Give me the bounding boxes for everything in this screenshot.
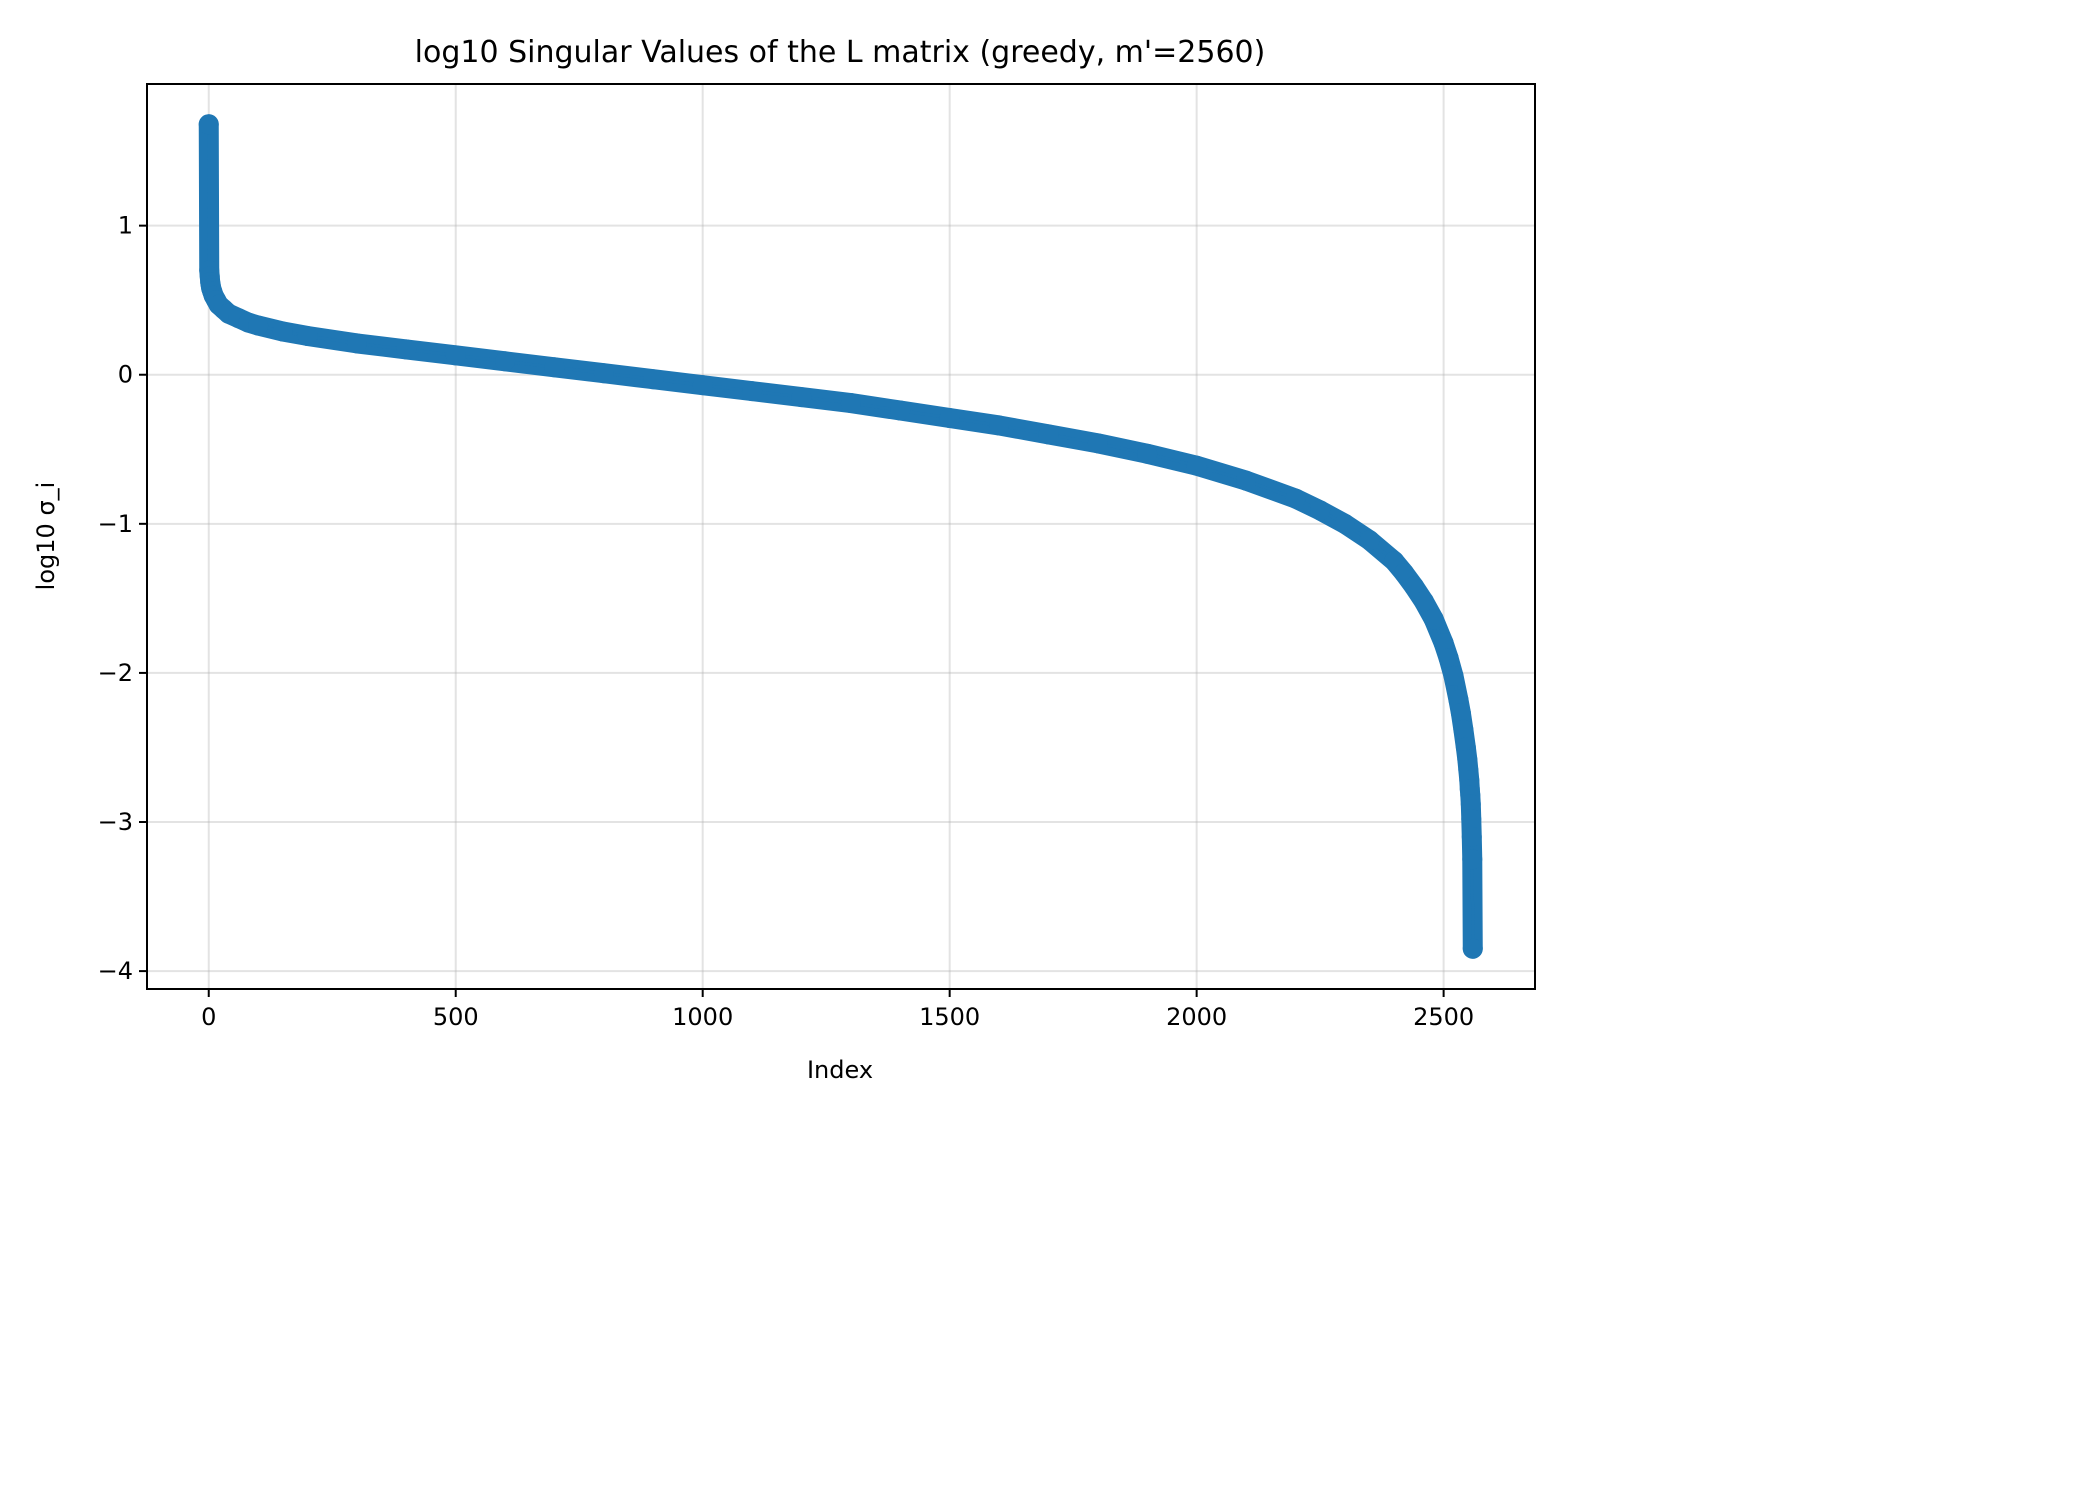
data-point [1137, 443, 1158, 464]
x-tick-label: 1000 [672, 1003, 733, 1031]
plot-area-frame [146, 83, 1536, 990]
x-tick-label: 500 [433, 1003, 479, 1031]
data-point [1236, 470, 1257, 491]
data-point [544, 357, 565, 378]
y-tick-label: 0 [118, 361, 133, 389]
data-point [1462, 849, 1483, 870]
grid-layer [147, 84, 1535, 989]
data-point [989, 415, 1010, 436]
data-point [1453, 719, 1474, 740]
ticks-layer: 0 500 1000 1500 2000 2500 1 0 −1 −2 −3 −4 [98, 212, 1475, 1031]
data-point [248, 315, 269, 336]
data-point [1310, 500, 1331, 521]
data-point [1461, 826, 1482, 847]
data-point [939, 407, 960, 428]
y-axis-label: log10 σ_i [32, 482, 60, 591]
data-point [1186, 455, 1207, 476]
data-point [445, 345, 466, 366]
data-point [396, 339, 417, 360]
chart-figure: 0 500 1000 1500 2000 2500 1 0 −1 −2 −3 −4 log10 Sin… [0, 0, 1560, 1100]
y-tick-label: −2 [98, 659, 133, 687]
data-point [1413, 591, 1434, 612]
data-point [1462, 938, 1483, 959]
data-point [1450, 703, 1471, 724]
data-point [1461, 809, 1482, 830]
data-point [742, 381, 763, 402]
data-point [643, 369, 664, 390]
data-point [593, 363, 614, 384]
series-layer [198, 114, 1483, 959]
data-point [1460, 794, 1481, 815]
data-point [272, 321, 293, 342]
x-tick-label: 0 [201, 1003, 216, 1031]
figure-background [0, 0, 1560, 1100]
data-point [791, 387, 812, 408]
data-point [1334, 513, 1355, 534]
data-point [1438, 648, 1459, 669]
x-tick-label: 2500 [1413, 1003, 1474, 1031]
data-point [346, 333, 367, 354]
data-point [1403, 576, 1424, 597]
x-tick-label: 2000 [1166, 1003, 1227, 1031]
y-tick-label: −3 [98, 808, 133, 836]
data-point [840, 393, 861, 414]
data-point [1285, 488, 1306, 509]
data-point [1087, 433, 1108, 454]
x-tick-label: 1500 [919, 1003, 980, 1031]
y-tick-label: −4 [98, 957, 133, 985]
data-point [1423, 609, 1444, 630]
data-point [495, 351, 516, 372]
data-point [1443, 665, 1464, 686]
data-point [1359, 530, 1380, 551]
y-tick-label: 1 [118, 212, 133, 240]
data-point [198, 114, 219, 135]
data-point [1038, 424, 1059, 445]
data-point [692, 375, 713, 396]
chart-title: log10 Singular Values of the L matrix (g… [415, 35, 1266, 70]
x-axis-label: Index [807, 1056, 873, 1084]
data-point [297, 325, 318, 346]
y-tick-label: −1 [98, 510, 133, 538]
data-point [890, 400, 911, 421]
